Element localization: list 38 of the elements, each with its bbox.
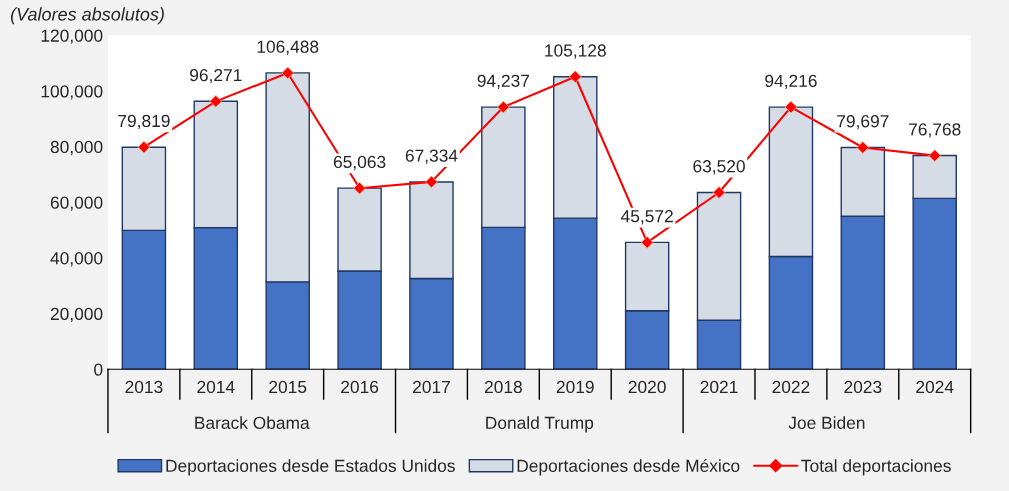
data-label: 94,216	[765, 74, 817, 90]
data-label: 106,488	[257, 40, 319, 55]
x-tick-label: 2024	[916, 380, 954, 394]
data-label: 65,063	[333, 155, 386, 171]
data-label: 105,128	[545, 44, 606, 59]
x-tick-label: 2017	[413, 380, 450, 394]
data-label: 67,334	[405, 149, 458, 164]
legend-label: Deportaciones desde Estados Unidos	[166, 459, 455, 476]
data-label: 45,572	[621, 210, 673, 225]
text: Barack Obama	[195, 416, 310, 429]
y-tick-label: 60,000	[50, 196, 103, 211]
x-tick-label: 2015	[269, 380, 307, 394]
chart-title: (Valores absolutos)	[10, 7, 164, 25]
x-tick-label: 2013	[125, 380, 163, 394]
data-label: 76,768	[909, 123, 961, 138]
x-tick-label: 2018	[484, 380, 522, 394]
legend-label: Total deportaciones	[801, 459, 951, 476]
y-tick-label: 100,000	[41, 85, 103, 100]
text: Donald Trump	[486, 416, 594, 433]
x-tick-label: 2014	[197, 380, 235, 394]
x-tick-label: 2022	[772, 380, 810, 394]
data-label: 79,697	[837, 115, 889, 130]
x-tick-label: 2016	[341, 380, 379, 394]
y-tick-label: 40,000	[50, 252, 103, 267]
text: Joe Biden	[788, 416, 865, 429]
y-tick-label: 0	[94, 363, 103, 376]
y-tick-label: 120,000	[41, 29, 103, 44]
data-label: 94,237	[477, 74, 530, 89]
y-tick-label: 20,000	[50, 307, 103, 323]
x-tick-label: 2023	[844, 380, 882, 394]
y-tick-label: 80,000	[50, 140, 103, 156]
data-label: 96,271	[190, 68, 242, 84]
x-tick-label: 2019	[556, 380, 594, 394]
x-tick-label: 2021	[700, 380, 738, 394]
x-tick-label: 2020	[628, 380, 666, 394]
legend-label: Deportaciones desde México	[517, 458, 740, 476]
data-label: 63,520	[693, 160, 745, 175]
data-label: 79,819	[118, 114, 170, 130]
